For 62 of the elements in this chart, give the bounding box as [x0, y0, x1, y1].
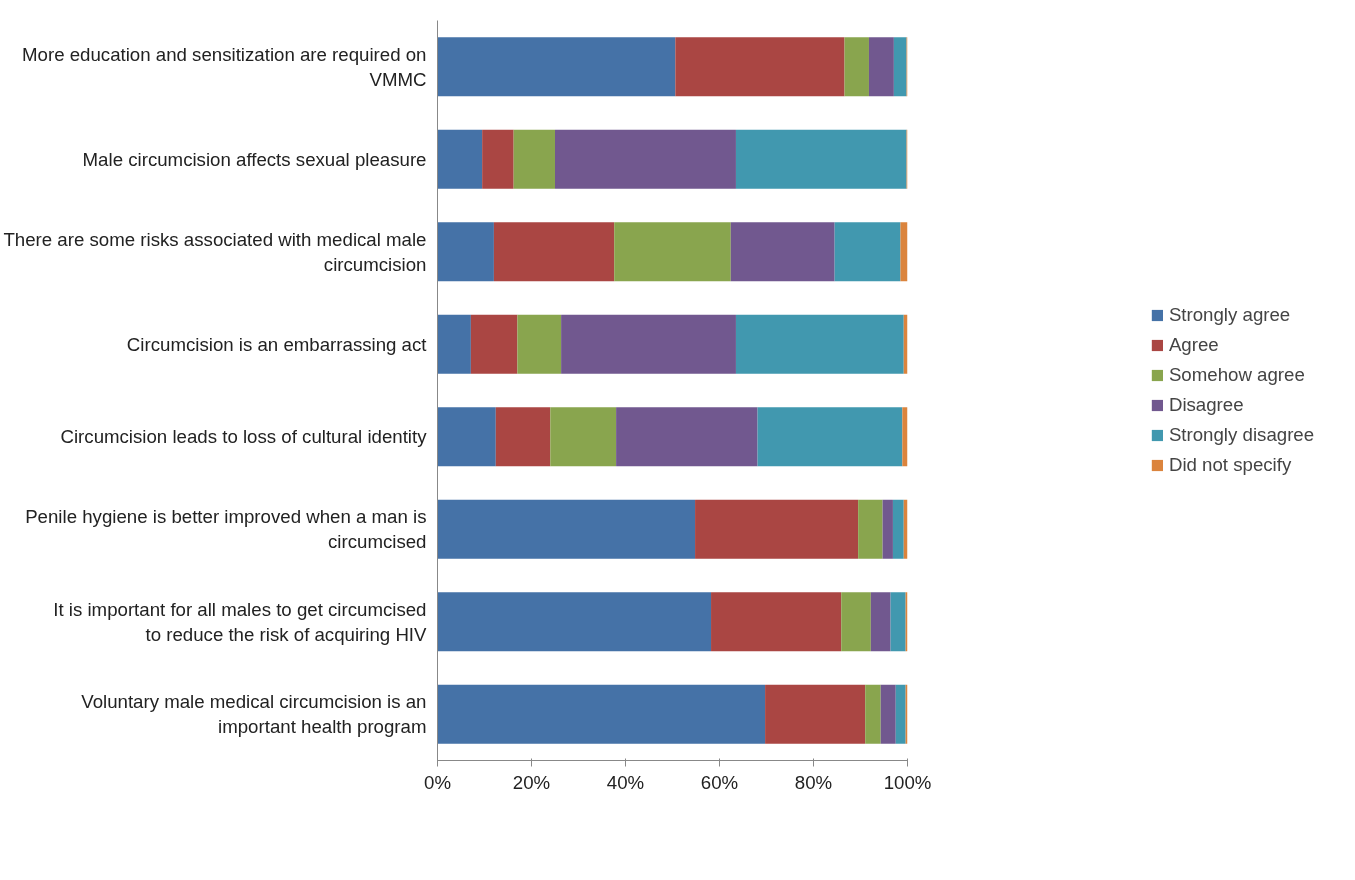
bar — [893, 37, 907, 97]
bar — [844, 37, 869, 97]
x-tick-label: 80% — [794, 771, 833, 793]
bar — [735, 314, 904, 374]
x-tick-label: 40% — [606, 771, 645, 793]
bar — [870, 592, 891, 652]
x-tick-label: 100% — [883, 771, 932, 793]
bar — [437, 684, 766, 744]
bar — [550, 407, 617, 467]
bar — [616, 407, 758, 467]
bar — [711, 592, 842, 652]
bar — [834, 222, 901, 282]
legend-label: Strongly disagree — [1168, 424, 1315, 446]
bar — [902, 407, 908, 467]
bar — [513, 129, 555, 189]
bar — [561, 314, 736, 374]
bar — [493, 222, 615, 282]
bar — [868, 37, 894, 97]
bar — [880, 684, 896, 744]
bar — [614, 222, 731, 282]
legend-label: Somehow agree — [1168, 364, 1305, 386]
bar — [437, 37, 676, 97]
bar — [735, 129, 907, 189]
bar — [437, 129, 483, 189]
bar — [895, 684, 906, 744]
bar — [495, 407, 551, 467]
y-tick-label: Male circumcision affects sexual pleasure — [82, 148, 427, 170]
bar — [555, 129, 736, 189]
legend-label: Did not specify — [1168, 454, 1292, 476]
bar — [470, 314, 518, 374]
y-tick-label: Circumcision is an embarrassing act — [126, 333, 428, 355]
x-tick-label: 0% — [424, 771, 451, 793]
bar — [437, 407, 496, 467]
bar — [437, 592, 712, 652]
bar — [882, 499, 893, 559]
bar — [517, 314, 562, 374]
bar — [757, 407, 903, 467]
y-tick-label: It is important for all males to get circumcised to reduce the risk of acquiring HIV — [53, 598, 428, 645]
bar — [437, 222, 494, 282]
x-tick-label: 20% — [512, 771, 551, 793]
y-tick-label: Voluntary male medical circumcision is an important health program — [81, 691, 427, 738]
bar — [695, 499, 859, 559]
bar — [900, 222, 908, 282]
bar — [765, 684, 866, 744]
bar — [890, 592, 906, 652]
y-tick-label: More education and sensitization are required on VMMC — [22, 43, 427, 90]
y-tick-label: There are some risks associated with medical male circumcision — [3, 228, 427, 275]
bar — [482, 129, 514, 189]
bar — [437, 314, 471, 374]
bar — [892, 499, 904, 559]
legend-label: Disagree — [1168, 394, 1244, 416]
x-tick-label: 60% — [700, 771, 739, 793]
y-tick-label: Circumcision leads to loss of cultural identity — [60, 426, 428, 448]
bar — [858, 499, 883, 559]
legend-label: Strongly agree — [1168, 304, 1291, 326]
y-tick-label: Penile hygiene is better improved when a man is circumcised — [25, 506, 427, 553]
bar — [865, 684, 881, 744]
bar — [675, 37, 845, 97]
bar — [730, 222, 835, 282]
legend-label: Agree — [1168, 334, 1219, 356]
bar — [841, 592, 871, 652]
bar — [437, 499, 696, 559]
